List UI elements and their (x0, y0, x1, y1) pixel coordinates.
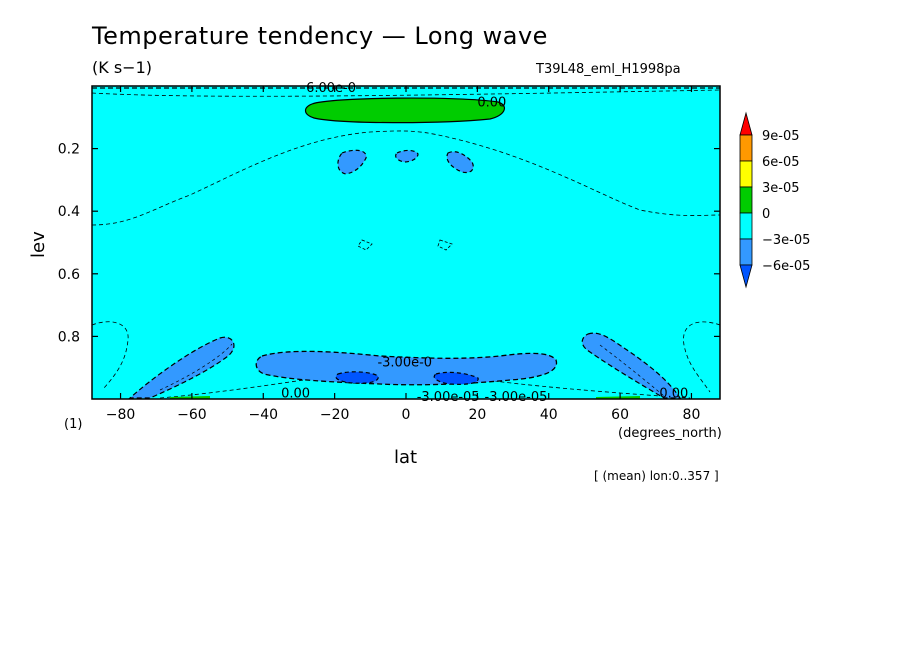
colorbar-label: 6e-05 (762, 155, 800, 170)
contour-small-left (357, 239, 373, 251)
x-tick-label: −20 (320, 407, 350, 423)
contour-label: -3.00e-05 (417, 390, 480, 405)
colorbar-segment (739, 160, 753, 188)
contour-line-right-arm (599, 344, 665, 397)
negative-region-upper-left (337, 149, 367, 175)
colorbar-label: −6e-05 (762, 259, 810, 274)
footnote: [ (mean) lon:0..357 ] (594, 469, 719, 483)
negative-region-lower-band (255, 350, 558, 386)
negative-region-lower-right (581, 332, 682, 399)
y-tick-label: 0.8 (58, 329, 80, 345)
colorbar-segment (739, 238, 753, 266)
contour-line-top (92, 89, 720, 97)
y-tick-label: 0.6 (58, 267, 80, 283)
colorbar-label: 0 (762, 207, 770, 222)
y-axis-units: (1) (64, 417, 83, 432)
contour-label: -3.00e-0 (377, 355, 432, 370)
strong-negative-region-right (433, 371, 479, 385)
x-tick-label: 0 (402, 407, 411, 423)
x-tick-label: 80 (683, 407, 701, 423)
chart-units: (K s−1) (92, 58, 152, 77)
y-axis-ticks: 0.2 0.4 0.6 0.8 (58, 142, 720, 345)
colorbar-label: 9e-05 (762, 129, 800, 144)
colorbar-segment (739, 212, 753, 240)
contour-line-near-surface (159, 369, 691, 399)
contour-small-right (437, 239, 453, 251)
contour-line-upper (92, 130, 720, 226)
colorbar-label: −3e-05 (762, 233, 810, 248)
positive-region-upper (304, 97, 506, 124)
x-tick-label: −60 (177, 407, 207, 423)
x-tick-label: −40 (248, 407, 278, 423)
colorbar: 9e-05 6e-05 3e-05 0 −3e-05 −6e-05 (739, 111, 810, 289)
contour-label: 0.00 (659, 387, 688, 402)
x-tick-label: −80 (106, 407, 136, 423)
colorbar-segment (739, 186, 753, 214)
chart-title: Temperature tendency — Long wave (92, 22, 548, 50)
contour-line-left-lower (92, 321, 129, 389)
contour-label: 0.00 (281, 387, 310, 402)
colorbar-label: 3e-05 (762, 181, 800, 196)
colorbar-cap-bottom (739, 264, 753, 289)
x-tick-label: 40 (540, 407, 558, 423)
x-axis-units: (degrees_north) (618, 426, 722, 441)
x-tick-label: 20 (468, 407, 486, 423)
run-label: T39L48_eml_H1998pa (536, 62, 681, 77)
plot-area (92, 86, 720, 399)
contour-line-left-arm (159, 343, 233, 391)
contour-labels: 6.00e-0 0.00 -3.00e-0 0.00 -3.00e-05 -3.00e-0… (281, 81, 688, 405)
contour-label: 6.00e-0 (306, 81, 356, 96)
x-axis-label: lat (394, 447, 418, 468)
colorbar-segment (739, 134, 753, 162)
negative-region-lower-left (128, 336, 235, 399)
contour-line-right-lower (683, 321, 720, 393)
negative-region-upper-right (446, 151, 474, 174)
strong-negative-region-left (335, 371, 379, 384)
colorbar-cap-top (739, 111, 753, 136)
x-axis-ticks: −80 −60 −40 −20 0 20 40 60 80 (106, 86, 701, 423)
y-tick-label: 0.4 (58, 204, 80, 220)
x-tick-label: 60 (611, 407, 629, 423)
y-tick-label: 0.2 (58, 142, 80, 158)
contour-label: 0.00 (477, 96, 506, 111)
negative-region-upper-center (395, 149, 419, 163)
contour-label: -3.00e-05 (485, 390, 548, 405)
